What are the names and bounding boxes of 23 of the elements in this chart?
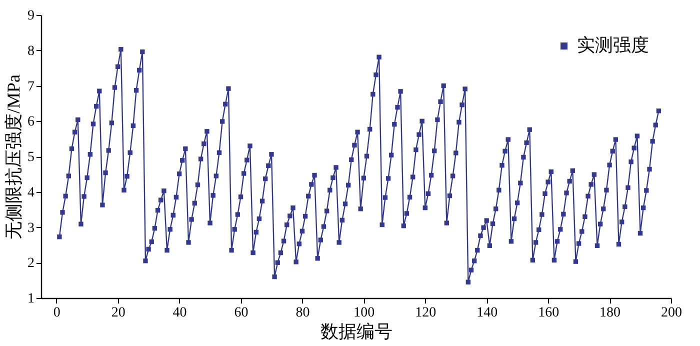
x-tick-label: 120 (415, 306, 436, 320)
y-tick-label: 9 (28, 8, 34, 24)
x-tick-label: 140 (476, 306, 498, 320)
y-tick-label: 6 (28, 114, 34, 130)
y-tick-label: 4 (28, 185, 34, 200)
y-tick-label: 8 (28, 44, 34, 59)
x-tick-label: 100 (354, 306, 375, 320)
x-tick-label: 200 (661, 306, 682, 320)
y-tick-label: 2 (28, 256, 34, 272)
x-tick-label: 0 (53, 306, 60, 320)
legend-label: 实测强度 (577, 35, 649, 55)
x-tick-label: 80 (296, 306, 310, 320)
y-axis-title: 无侧限抗压强度/MPa (4, 74, 24, 240)
x-tick-label: 60 (234, 306, 248, 320)
y-tick-label: 7 (28, 79, 34, 94)
x-tick-label: 180 (600, 306, 621, 320)
x-tick-label: 40 (172, 306, 187, 320)
x-axis-title: 数据编号 (320, 322, 392, 342)
x-tick-label: 20 (111, 306, 126, 320)
x-tick-label: 160 (538, 306, 560, 320)
y-tick-label: 5 (28, 150, 34, 165)
y-tick-label: 1 (28, 292, 34, 306)
y-tick-label: 3 (28, 220, 34, 236)
